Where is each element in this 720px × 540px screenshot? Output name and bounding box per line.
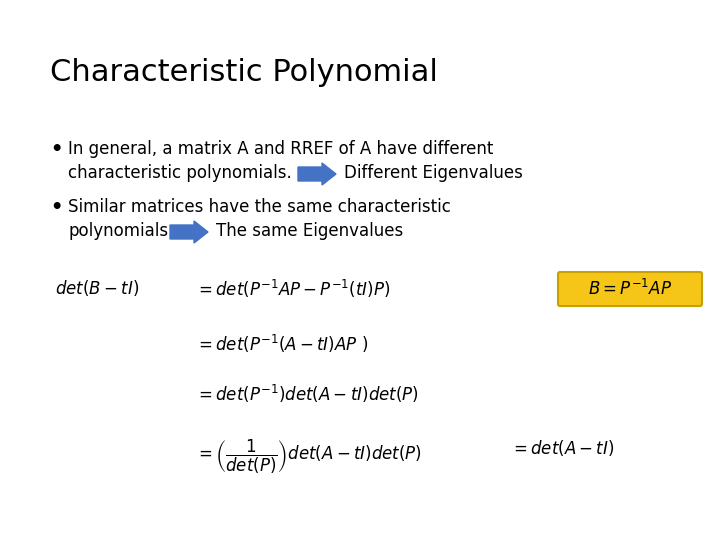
Text: polynomials: polynomials	[68, 222, 168, 240]
Text: Characteristic Polynomial: Characteristic Polynomial	[50, 58, 438, 87]
Text: $= det(P^{-1}(A - tI)AP\ )$: $= det(P^{-1}(A - tI)AP\ )$	[195, 333, 368, 355]
Text: $det(B - tI)$: $det(B - tI)$	[55, 278, 139, 298]
Text: •: •	[50, 140, 63, 159]
Text: $= det(A - tI)$: $= det(A - tI)$	[510, 438, 614, 458]
Text: characteristic polynomials.: characteristic polynomials.	[68, 164, 292, 182]
Text: $= \left(\dfrac{1}{det(P)}\right)det(A - tI)det(P)$: $= \left(\dfrac{1}{det(P)}\right)det(A -…	[195, 438, 422, 476]
Text: $= det(P^{-1}AP - P^{-1}(tI)P)$: $= det(P^{-1}AP - P^{-1}(tI)P)$	[195, 278, 390, 300]
FancyBboxPatch shape	[558, 272, 702, 306]
Text: •: •	[50, 198, 63, 217]
Text: The same Eigenvalues: The same Eigenvalues	[216, 222, 403, 240]
Text: Different Eigenvalues: Different Eigenvalues	[344, 164, 523, 182]
Text: $B = P^{-1}AP$: $B = P^{-1}AP$	[588, 279, 672, 299]
Text: $= det(P^{-1})det(A - tI)det(P)$: $= det(P^{-1})det(A - tI)det(P)$	[195, 383, 419, 405]
Text: Similar matrices have the same characteristic: Similar matrices have the same character…	[68, 198, 451, 216]
Text: In general, a matrix A and RREF of A have different: In general, a matrix A and RREF of A hav…	[68, 140, 493, 158]
FancyArrow shape	[170, 221, 208, 243]
FancyArrow shape	[298, 163, 336, 185]
